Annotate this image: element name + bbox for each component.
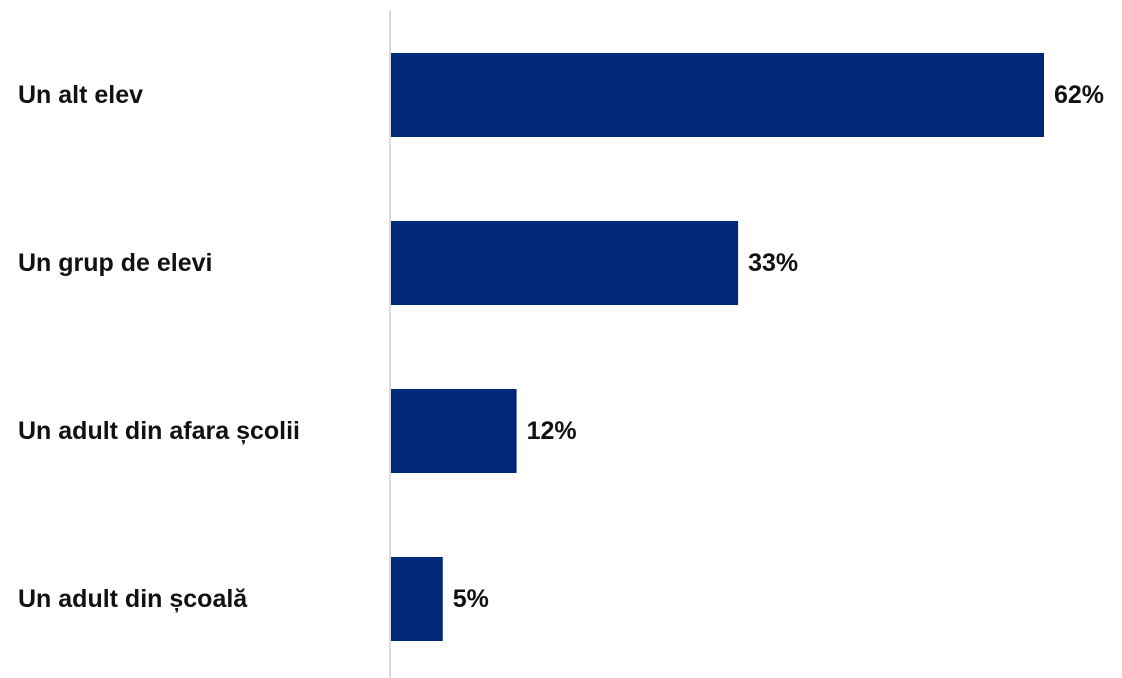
data-label: 12% <box>527 417 577 445</box>
category-labels: Un alt elev Un grup de elevi Un adult din … <box>18 81 300 613</box>
bar <box>390 389 517 473</box>
data-label: 33% <box>748 249 798 277</box>
category-label: Un adult din școală <box>18 585 248 613</box>
bar <box>390 53 1044 137</box>
value-labels: 62% 33% 12% 5% <box>453 81 1104 613</box>
category-label: Un alt elev <box>18 81 143 109</box>
bar <box>390 557 443 641</box>
category-label: Un adult din afara școlii <box>18 417 300 445</box>
bar <box>390 221 739 305</box>
category-label: Un grup de elevi <box>18 249 212 277</box>
bars-layer <box>390 53 1044 641</box>
data-label: 62% <box>1054 81 1104 109</box>
data-label: 5% <box>453 585 489 613</box>
